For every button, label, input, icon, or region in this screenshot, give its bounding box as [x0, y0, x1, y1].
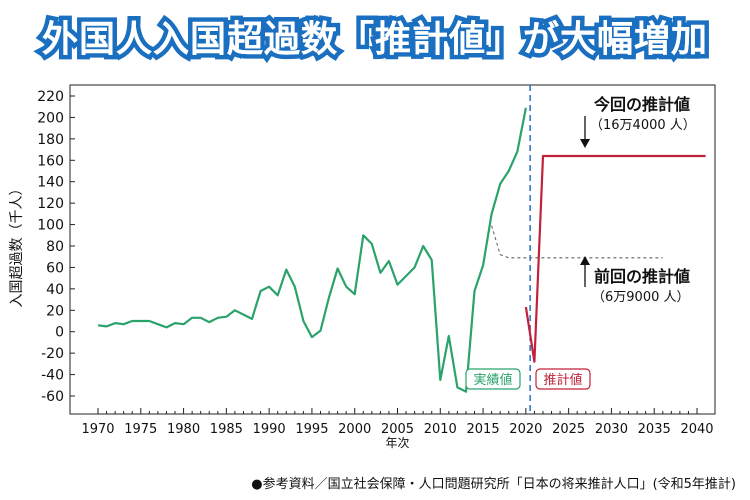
- y-tick-label: 140: [37, 175, 64, 191]
- plot-frame: [69, 84, 716, 415]
- x-tick-label: 1980: [167, 422, 200, 437]
- x-tick-label: 2005: [381, 422, 414, 437]
- current-estimate-value: （16万4000 人）: [590, 118, 696, 133]
- x-tick-label: 1990: [253, 422, 286, 437]
- x-tick-label: 1995: [295, 422, 328, 437]
- current-estimate-title: 今回の推計値: [593, 95, 690, 114]
- y-tick-label: 20: [46, 303, 64, 319]
- previous-estimate-title: 前回の推計値: [594, 267, 690, 286]
- axes: -60-40-200204060801001201401601802002201…: [9, 84, 716, 450]
- actual-label: 実績値: [473, 372, 512, 388]
- y-tick-label: 100: [37, 218, 64, 234]
- y-axis-label: 入国超過数（千人）: [9, 182, 25, 308]
- x-tick-label: 2030: [595, 422, 628, 437]
- title-bar: 外国人入国超過数「推計値」が大幅増加 外国人入国超過数「推計値」が大幅増加: [0, 0, 750, 72]
- previous-estimate-value: （6万9000 人）: [592, 290, 690, 305]
- previous-estimate-line: [491, 225, 663, 259]
- estimate-series-line: [524, 154, 706, 363]
- x-tick-label: 2000: [338, 422, 371, 437]
- x-tick-label: 2015: [467, 422, 500, 437]
- y-tick-label: 0: [55, 325, 64, 341]
- previous-arrow-head: [580, 256, 590, 265]
- plot-area: [97, 85, 706, 414]
- chart-title: 外国人入国超過数「推計値」が大幅増加: [41, 19, 708, 60]
- y-tick-label: 200: [37, 110, 64, 126]
- actual-label-box: [465, 368, 521, 390]
- x-tick-label: 1970: [81, 422, 114, 437]
- x-tick-label: 2025: [552, 422, 585, 437]
- x-tick-label: 1975: [124, 422, 157, 437]
- y-tick-label: 40: [46, 282, 64, 298]
- y-tick-label: 80: [46, 239, 64, 255]
- y-tick-label: 220: [37, 89, 64, 105]
- actual-series-line: [97, 107, 527, 393]
- current-arrow-head: [580, 139, 590, 148]
- x-tick-label: 2010: [424, 422, 457, 437]
- y-tick-label: -40: [41, 368, 64, 384]
- x-tick-label: 2020: [509, 422, 542, 437]
- estimate-label: 推計値: [543, 372, 582, 388]
- estimate-label-box: [535, 368, 591, 390]
- source-note: ●参考資料／国立社会保障・人口問題研究所「日本の将来推計人口」(令和5年推計): [251, 477, 736, 492]
- title-outline: 外国人入国超過数「推計値」が大幅増加: [37, 15, 711, 65]
- y-tick-label: 180: [37, 132, 64, 148]
- annotations: 実績値 推計値 今回の推計値 （16万4000 人） 前回の推計値 （6万9000 人）: [465, 95, 696, 390]
- x-tick-label: 2035: [638, 422, 671, 437]
- x-tick-label: 2040: [680, 422, 713, 437]
- y-tick-label: 160: [37, 153, 64, 169]
- y-tick-label: 60: [46, 260, 64, 276]
- x-tick-label: 1985: [210, 422, 243, 437]
- y-tick-label: -20: [41, 346, 64, 362]
- y-tick-label: -60: [41, 389, 64, 405]
- x-axis-label: 年次: [385, 436, 409, 450]
- y-tick-label: 120: [37, 196, 64, 212]
